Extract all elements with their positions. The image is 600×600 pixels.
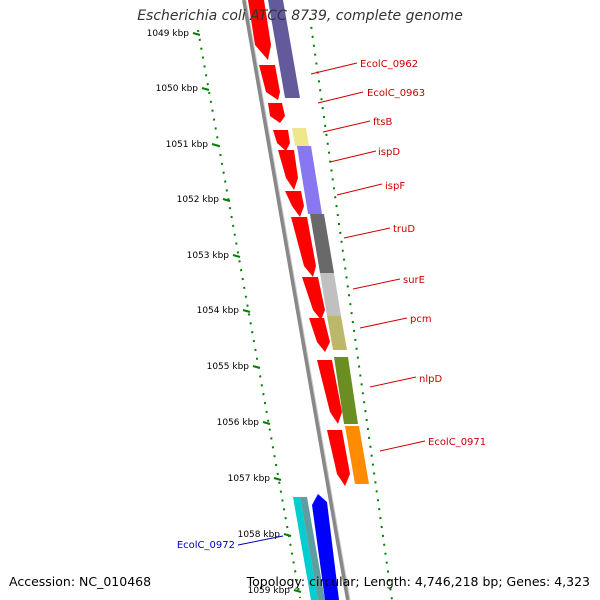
kbp-tick-label: 1053 kbp xyxy=(187,251,230,261)
kbp-tick-mark xyxy=(293,589,302,593)
kbp-tick-label: 1051 kbp xyxy=(166,140,209,150)
gene-ecolc0972-a xyxy=(293,497,318,600)
gene-label-leader xyxy=(379,440,426,452)
gene-arrow-5 xyxy=(278,150,298,190)
accession-text: Accession: NC_010468 xyxy=(9,574,152,589)
gene-ecolc0972-b xyxy=(300,497,325,600)
gene-label[interactable]: ftsB xyxy=(373,117,392,128)
gene-label[interactable]: EcolC_0972 xyxy=(177,540,235,551)
cog-block-nlpD xyxy=(334,357,358,424)
kbp-tick-label: 1054 kbp xyxy=(197,306,240,316)
gene-arrow-8 xyxy=(302,277,325,320)
kbp-tick-mark xyxy=(211,143,220,147)
kbp-tick-mark xyxy=(192,32,201,36)
kbp-tick-mark xyxy=(232,254,241,258)
gene-label[interactable]: surE xyxy=(403,275,425,286)
gene-label-leader xyxy=(359,317,408,329)
kbp-tick-mark xyxy=(262,421,271,425)
gene-label-leader xyxy=(322,120,371,133)
gene-arrow-4 xyxy=(273,130,290,151)
gene-ecolc0972-c xyxy=(312,494,339,600)
gene-label[interactable]: EcolC_0971 xyxy=(428,437,486,448)
gene-label[interactable]: pcm xyxy=(410,314,432,325)
kbp-tick-mark xyxy=(252,365,261,369)
gene-label-leader xyxy=(310,62,358,75)
gene-label-leader xyxy=(343,227,391,239)
cog-block-surE xyxy=(320,273,341,316)
kbp-tick-label: 1055 kbp xyxy=(207,362,250,372)
topology-text: Topology: circular; Length: 4,746,218 bp… xyxy=(246,574,590,589)
kbp-tick-label: 1058 kbp xyxy=(238,530,281,540)
gene-arrow-1 xyxy=(248,0,271,60)
gene-arrow-2 xyxy=(259,65,280,100)
gene-label[interactable]: ispD xyxy=(378,147,400,158)
gene-label-leader xyxy=(237,535,284,546)
gene-label[interactable]: EcolC_0962 xyxy=(360,59,418,70)
gene-label-leader xyxy=(317,91,364,104)
kbp-tick-label: 1057 kbp xyxy=(228,474,271,484)
gene-arrow-6 xyxy=(285,191,304,217)
gene-label[interactable]: nlpD xyxy=(419,374,442,385)
gene-label-leader xyxy=(329,150,377,163)
cog-block-ftsB xyxy=(292,128,309,146)
cog-block-ecolc0962 xyxy=(268,0,300,98)
backbone-line xyxy=(242,0,350,600)
gene-arrow-9 xyxy=(309,318,330,352)
kbp-tick-mark xyxy=(273,477,282,481)
cog-block-pcm xyxy=(327,316,347,350)
kbp-tick-label: 1056 kbp xyxy=(217,418,260,428)
gene-arrow-11 xyxy=(327,430,350,486)
gene-arrow-7 xyxy=(291,217,316,277)
kbp-tick-label: 1049 kbp xyxy=(147,29,190,39)
cog-block-truD xyxy=(310,214,334,273)
kbp-tick-mark xyxy=(283,533,292,537)
kbp-tick-mark xyxy=(242,309,251,313)
kbp-tick-mark xyxy=(201,87,210,91)
cog-block-ecolc0971 xyxy=(345,426,369,484)
kbp-tick-mark xyxy=(222,198,231,202)
gene-arrow-3 xyxy=(268,103,285,123)
cog-block-ispD xyxy=(297,146,322,214)
gene-label[interactable]: truD xyxy=(393,224,415,235)
gene-label-leader xyxy=(369,376,417,388)
gene-arrow-10 xyxy=(317,360,342,424)
gene-label[interactable]: EcolC_0963 xyxy=(367,88,425,99)
map-title: Escherichia coli ATCC 8739, complete gen… xyxy=(137,8,463,24)
inner-dotted-track xyxy=(197,29,301,599)
kbp-tick-label: 1052 kbp xyxy=(177,195,220,205)
gene-label-leader xyxy=(352,278,401,290)
kbp-tick-label: 1050 kbp xyxy=(156,84,199,94)
kbp-tick-label: 1059 kbp xyxy=(248,586,291,596)
backbone-highlight xyxy=(245,0,351,600)
gene-label-leader xyxy=(336,183,383,196)
gene-label[interactable]: ispF xyxy=(385,181,405,192)
